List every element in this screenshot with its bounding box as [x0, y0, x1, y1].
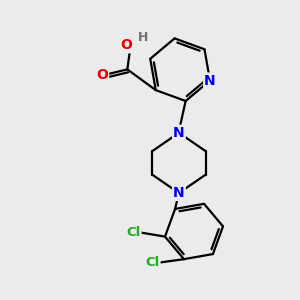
Text: Cl: Cl [146, 256, 160, 269]
Text: N: N [173, 186, 185, 200]
Text: Cl: Cl [126, 226, 141, 239]
Text: O: O [120, 38, 132, 52]
Text: N: N [173, 126, 185, 140]
Text: H: H [138, 32, 148, 44]
Text: O: O [96, 68, 108, 83]
Text: N: N [204, 74, 216, 88]
